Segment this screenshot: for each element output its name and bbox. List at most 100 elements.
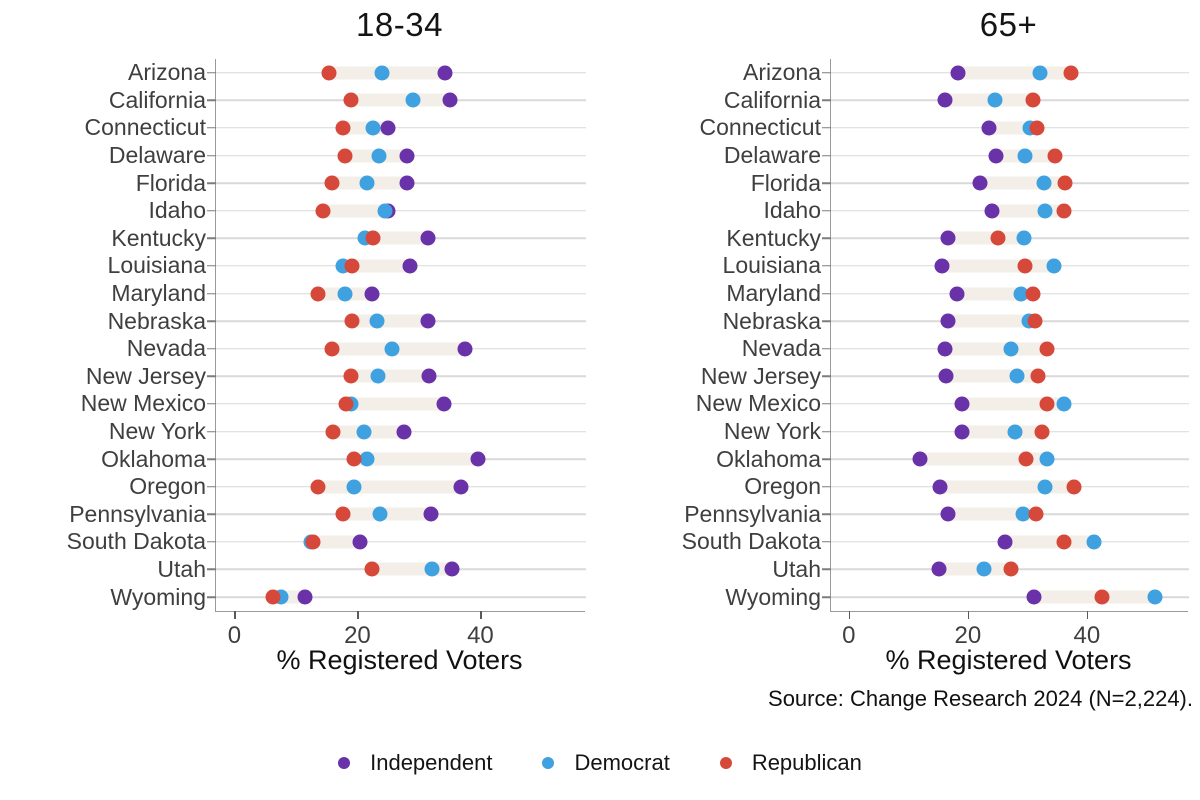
dot-independent — [453, 479, 469, 495]
y-tick-mark — [822, 154, 831, 157]
y-tick-mark — [207, 292, 216, 295]
dot-independent — [442, 92, 458, 108]
ylabel-new-york: New York — [108, 418, 206, 445]
range-bar — [938, 562, 1012, 576]
gridline — [831, 596, 1189, 598]
x-tick-label: 20 — [344, 622, 371, 649]
y-tick-mark — [207, 568, 216, 571]
state-row — [207, 307, 586, 335]
dot-independent — [949, 286, 965, 302]
dot-democrat — [1147, 589, 1163, 605]
y-tick-mark — [822, 458, 831, 460]
state-row — [822, 252, 1189, 280]
dot-republican — [1063, 65, 1079, 81]
dot-democrat — [359, 175, 375, 191]
y-axis-labels-left: Arizona California Connecticut Delaware Flor… — [40, 59, 206, 611]
y-tick-mark — [207, 265, 216, 267]
dot-independent — [984, 203, 1000, 219]
ylabel-idaho: Idaho — [763, 197, 821, 224]
dot-independent — [997, 534, 1013, 550]
dot-independent — [912, 451, 928, 467]
ylabel-maryland: Maryland — [111, 280, 206, 307]
dot-democrat — [1086, 534, 1102, 550]
y-tick-mark — [822, 292, 831, 295]
x-tick-mark — [848, 611, 851, 619]
dot-independent — [420, 230, 436, 246]
state-row — [822, 583, 1189, 611]
dot-democrat — [1017, 148, 1033, 164]
ylabel-nebraska: Nebraska — [107, 307, 206, 334]
dot-independent — [457, 341, 473, 357]
range-bar — [1034, 590, 1155, 604]
y-tick-mark — [822, 403, 831, 405]
range-bar — [345, 397, 444, 411]
dot-republican — [1025, 92, 1041, 108]
ylabel-new-york: New York — [723, 418, 821, 445]
dot-republican — [335, 506, 351, 522]
dot-independent — [934, 258, 950, 274]
ylabel-wyoming: Wyoming — [110, 583, 206, 610]
y-tick-mark — [207, 320, 216, 322]
dot-republican — [344, 313, 360, 329]
legend-item-republican: Republican — [719, 750, 862, 776]
ylabel-connecticut: Connecticut — [84, 114, 206, 141]
y-tick-mark — [822, 72, 831, 74]
dot-democrat — [365, 120, 381, 136]
y-tick-mark — [207, 375, 216, 378]
state-row — [822, 501, 1189, 529]
dot-democrat — [384, 341, 400, 357]
dot-democrat — [356, 424, 372, 440]
y-tick-mark — [822, 375, 831, 378]
dot-democrat — [1036, 175, 1052, 191]
range-bar — [1004, 535, 1094, 549]
panel-title-65plus: 65+ — [979, 6, 1038, 43]
dot-republican — [315, 203, 331, 219]
ylabel-utah: Utah — [772, 555, 821, 582]
state-row — [207, 280, 586, 308]
democrat-dot-icon — [542, 757, 555, 769]
range-bar — [941, 259, 1054, 273]
y-tick-mark — [207, 210, 216, 212]
y-tick-mark — [207, 403, 216, 405]
state-row — [207, 528, 586, 556]
y-tick-mark — [822, 485, 831, 488]
y-tick-mark — [207, 458, 216, 460]
x-tick-label: 40 — [1073, 622, 1101, 649]
dot-republican — [1066, 479, 1082, 495]
dot-independent — [470, 451, 486, 467]
state-row — [207, 114, 586, 142]
gridline — [216, 292, 586, 295]
ylabel-louisiana: Louisiana — [722, 252, 821, 279]
legend-label-republican: Republican — [751, 750, 862, 775]
y-tick-mark — [207, 237, 216, 240]
dot-republican — [324, 341, 340, 357]
ylabel-pennsylvania: Pennsylvania — [69, 500, 206, 527]
ylabel-wyoming: Wyoming — [725, 583, 821, 610]
range-bar — [962, 425, 1043, 439]
state-row — [822, 473, 1189, 501]
range-bar — [945, 342, 1047, 356]
dot-independent — [938, 368, 954, 384]
ylabel-california: California — [723, 86, 821, 113]
ylabel-kentucky: Kentucky — [111, 224, 206, 251]
range-bar — [939, 480, 1074, 494]
x-tick-label: 40 — [467, 622, 494, 649]
legend-item-independent: Independent — [338, 750, 492, 776]
x-axis-title-left: % Registered Voters — [276, 645, 523, 675]
ylabel-oklahoma: Oklahoma — [716, 445, 821, 472]
dot-independent — [399, 175, 415, 191]
state-row — [822, 142, 1189, 170]
y-tick-mark — [822, 265, 831, 267]
dot-republican — [365, 230, 381, 246]
dot-republican — [1039, 396, 1055, 412]
dot-independent — [437, 65, 453, 81]
dot-independent — [420, 313, 436, 329]
dot-independent — [988, 148, 1004, 164]
x-tick-mark — [967, 611, 970, 619]
state-row — [822, 418, 1189, 446]
y-tick-mark — [207, 347, 216, 350]
dot-independent — [396, 424, 412, 440]
dot-independent — [954, 396, 970, 412]
legend-label-democrat: Democrat — [574, 750, 670, 775]
dot-democrat — [1013, 286, 1029, 302]
